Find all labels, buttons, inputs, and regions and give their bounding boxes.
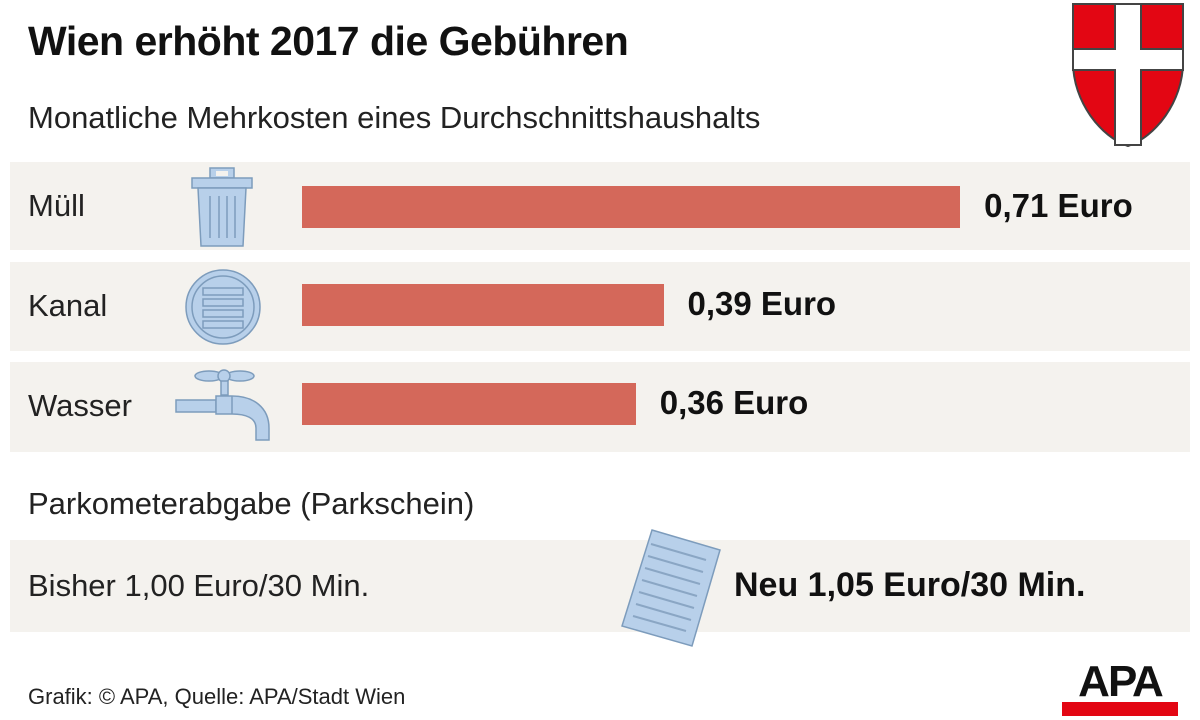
value-label: 0,71 Euro — [984, 187, 1133, 224]
subtitle: Monatliche Mehrkosten eines Durchschnitt… — [28, 100, 761, 135]
value-label: 0,39 Euro — [687, 285, 837, 322]
parking-new-price: Neu 1,05 Euro/30 Min. — [734, 566, 1086, 604]
parking-row: Bisher 1,00 Euro/30 Min. Neu 1,05 Euro/3… — [10, 540, 1190, 632]
bar-0 — [302, 186, 961, 228]
source-credit: Grafik: © APA, Quelle: APA/Stadt Wien — [28, 684, 406, 709]
parking-ticket-icon — [621, 529, 721, 647]
bar-2 — [302, 383, 636, 425]
trash-can-icon — [191, 167, 253, 247]
vienna-coat-of-arms-icon — [1072, 3, 1184, 148]
category-label: Müll — [28, 188, 85, 223]
water-tap-icon — [175, 369, 270, 441]
parking-old-price: Bisher 1,00 Euro/30 Min. — [28, 568, 370, 603]
parking-title: Parkometerabgabe (Parkschein) — [28, 486, 475, 521]
value-label: 0,36 Euro — [659, 384, 809, 421]
category-label: Wasser — [28, 388, 132, 423]
category-label: Kanal — [28, 288, 108, 323]
apa-logo: APA — [1062, 660, 1178, 716]
page-title: Wien erhöht 2017 die Gebühren — [28, 18, 629, 64]
manhole-cover-icon — [185, 269, 261, 345]
bar-1 — [302, 284, 664, 326]
